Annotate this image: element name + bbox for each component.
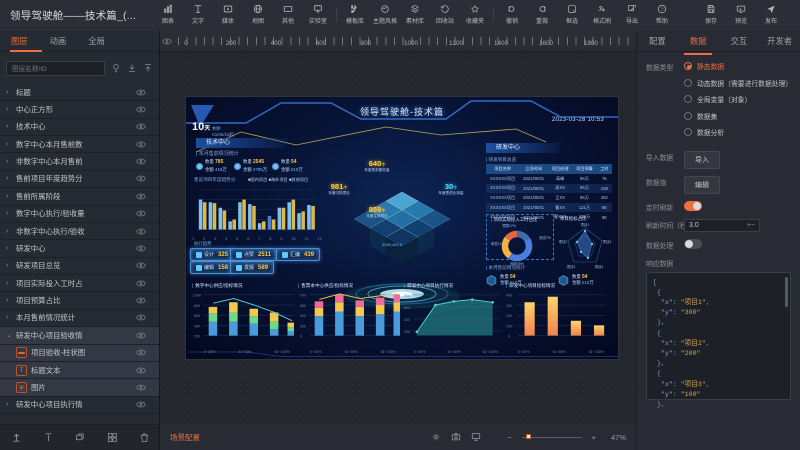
- svg-text:项目5: 项目5: [603, 240, 612, 244]
- svg-text:项目2: 项目2: [559, 240, 568, 244]
- svg-text:600: 600: [300, 304, 306, 308]
- svg-text:0: 0: [300, 334, 302, 338]
- svg-text:700: 700: [300, 294, 306, 298]
- svg-text:400: 400: [300, 314, 306, 318]
- svg-text:1,000: 1,000: [192, 294, 201, 298]
- svg-text:项目1: 项目1: [581, 223, 590, 227]
- svg-text:300: 300: [506, 304, 512, 308]
- svg-text:测试7%: 测试7%: [539, 235, 551, 240]
- svg-text:600: 600: [194, 314, 200, 318]
- svg-text:项目4: 项目4: [595, 265, 604, 269]
- svg-text:800: 800: [404, 294, 410, 298]
- svg-text:400: 400: [404, 318, 410, 322]
- svg-text:600: 600: [404, 306, 410, 310]
- svg-text:200: 200: [506, 314, 512, 318]
- svg-text:200: 200: [404, 330, 410, 334]
- svg-text:200: 200: [300, 324, 306, 328]
- svg-text:100: 100: [506, 324, 512, 328]
- svg-text:项目3: 项目3: [567, 265, 576, 269]
- svg-text:400: 400: [506, 294, 512, 298]
- svg-text:?: ?: [661, 7, 664, 12]
- svg-text:400: 400: [194, 324, 200, 328]
- svg-text:800: 800: [194, 304, 200, 308]
- svg-text:200: 200: [194, 334, 200, 338]
- svg-text:研发11%: 研发11%: [491, 241, 504, 246]
- svg-text:预算17%: 预算17%: [502, 223, 516, 228]
- svg-text:0: 0: [508, 334, 510, 338]
